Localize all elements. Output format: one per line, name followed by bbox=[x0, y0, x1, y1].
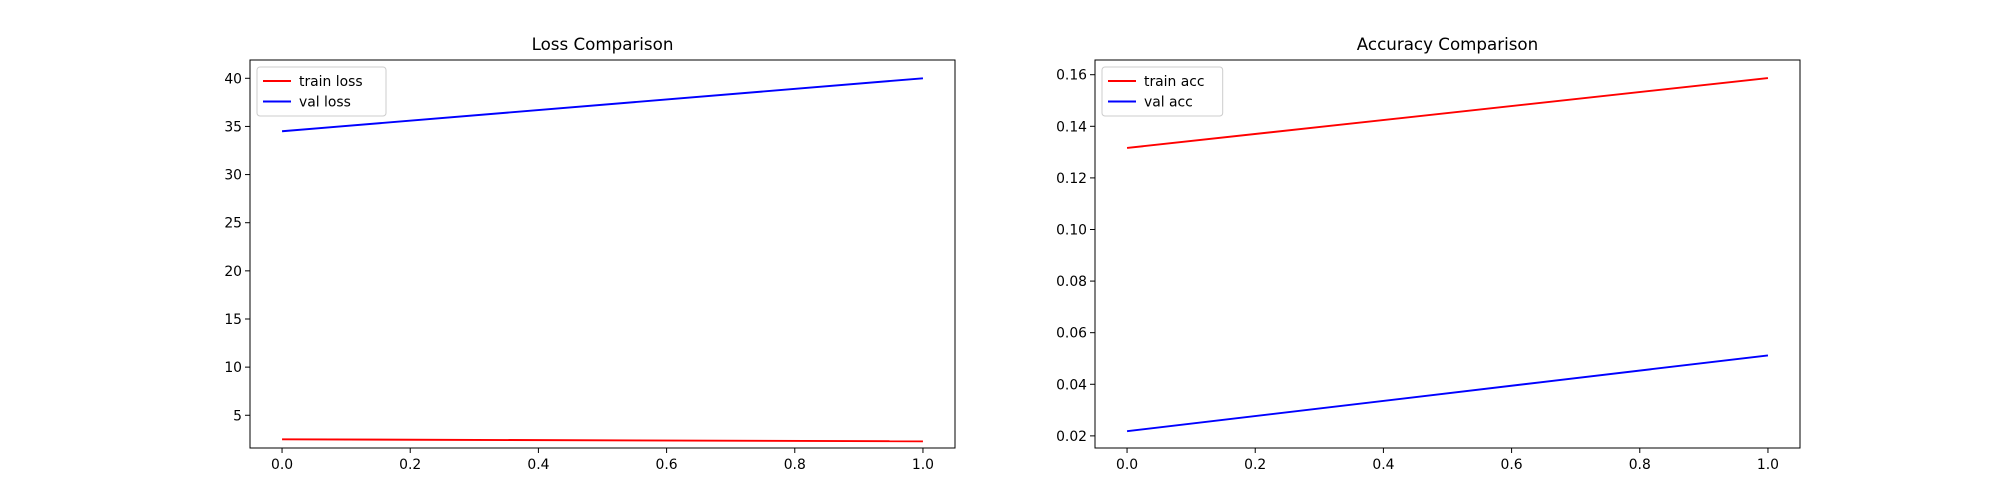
x-tick-label: 0.6 bbox=[1501, 457, 1523, 473]
series-line-val-acc bbox=[1126, 354, 1769, 433]
x-tick-label: 0.6 bbox=[656, 457, 678, 473]
y-tick-label: 15 bbox=[224, 312, 242, 328]
x-tick-label: 0.0 bbox=[271, 457, 293, 473]
y-tick-label: 20 bbox=[224, 264, 242, 280]
y-tick-label: 0.10 bbox=[1056, 222, 1087, 238]
axes-frame bbox=[1094, 59, 1801, 449]
x-tick-label: 0.2 bbox=[1244, 457, 1266, 473]
y-tick-label: 0.12 bbox=[1056, 171, 1087, 187]
series-line-train-loss bbox=[282, 438, 923, 443]
legend-box bbox=[256, 66, 387, 117]
y-tick-label: 25 bbox=[224, 216, 242, 232]
x-tick-label: 0.8 bbox=[784, 457, 806, 473]
chart-title: Accuracy Comparison bbox=[1357, 34, 1538, 54]
legend-label: train acc bbox=[1144, 74, 1205, 90]
y-tick-label: 40 bbox=[224, 71, 242, 87]
x-tick-label: 0.2 bbox=[399, 457, 421, 473]
legend-label: train loss bbox=[299, 74, 363, 90]
legend: train acc val acc bbox=[1101, 66, 1224, 117]
x-tick-label: 1.0 bbox=[1757, 457, 1779, 473]
y-tick-label: 30 bbox=[224, 168, 242, 184]
legend-label: val acc bbox=[1144, 95, 1193, 111]
x-tick-label: 0.0 bbox=[1116, 457, 1138, 473]
y-tick-label: 0.16 bbox=[1056, 68, 1087, 84]
series-line-val-loss bbox=[281, 77, 924, 133]
legend-label: val loss bbox=[299, 95, 351, 111]
chart-title: Loss Comparison bbox=[532, 34, 674, 54]
y-tick-label: 0.02 bbox=[1056, 429, 1087, 445]
y-tick-label: 0.14 bbox=[1056, 119, 1087, 135]
y-tick-label: 0.04 bbox=[1056, 377, 1087, 393]
accuracy-comparison-chart: Accuracy Comparison 0.0 0.2 0.4 0.6 0.8 1.0 0.… bbox=[1056, 34, 1801, 473]
y-tick-label: 10 bbox=[224, 360, 242, 376]
y-tick-label: 0.08 bbox=[1056, 274, 1087, 290]
x-tick-label: 0.8 bbox=[1629, 457, 1651, 473]
x-tick-label: 0.4 bbox=[1372, 457, 1394, 473]
y-tick-label: 5 bbox=[233, 408, 242, 424]
x-tick-label: 0.4 bbox=[527, 457, 549, 473]
y-tick-label: 0.06 bbox=[1056, 326, 1087, 342]
legend: train loss val loss bbox=[256, 66, 387, 117]
legend-box bbox=[1101, 66, 1224, 117]
series-line-train-acc bbox=[1126, 77, 1769, 149]
x-tick-label: 1.0 bbox=[912, 457, 934, 473]
y-tick-label: 35 bbox=[224, 119, 242, 135]
axes-frame bbox=[249, 59, 956, 449]
loss-comparison-chart: Loss Comparison 0.0 0.2 0.4 0.6 0.8 1.0 5 10 15 2… bbox=[224, 34, 956, 473]
